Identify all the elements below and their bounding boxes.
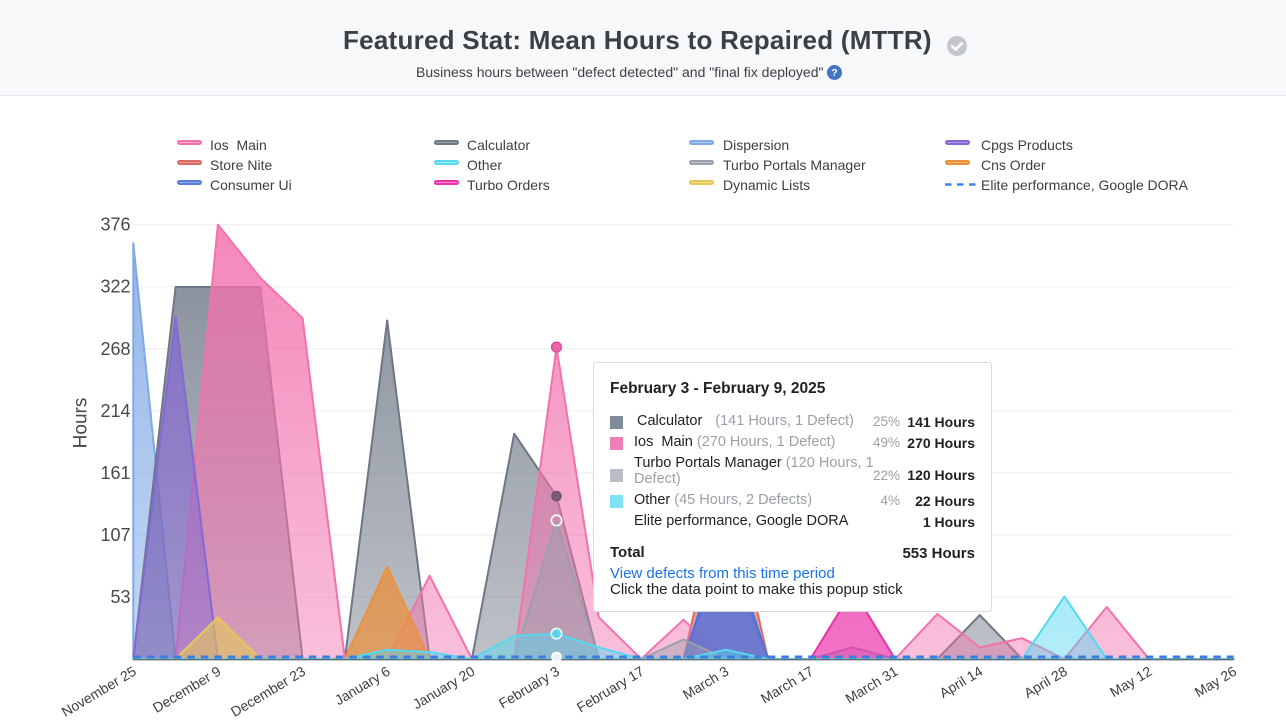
svg-text:January 6: January 6 bbox=[332, 663, 393, 708]
svg-text:322: 322 bbox=[100, 277, 130, 297]
svg-text:February 3: February 3 bbox=[496, 663, 562, 712]
svg-text:March 31: March 31 bbox=[842, 663, 900, 707]
svg-text:53: 53 bbox=[110, 587, 130, 607]
svg-text:Hours: Hours bbox=[71, 398, 92, 449]
svg-text:March 3: March 3 bbox=[680, 663, 732, 703]
svg-text:December 23: December 23 bbox=[228, 663, 308, 720]
svg-text:376: 376 bbox=[100, 215, 130, 235]
svg-text:214: 214 bbox=[100, 401, 130, 421]
svg-text:January 20: January 20 bbox=[410, 663, 478, 713]
svg-text:268: 268 bbox=[100, 339, 130, 359]
svg-text:?: ? bbox=[832, 67, 838, 79]
svg-text:November 25: November 25 bbox=[59, 663, 139, 720]
svg-text:February 17: February 17 bbox=[574, 663, 647, 716]
svg-text:107: 107 bbox=[100, 525, 130, 545]
svg-text:161: 161 bbox=[100, 463, 130, 483]
svg-text:March 17: March 17 bbox=[758, 663, 816, 707]
svg-text:May 12: May 12 bbox=[1107, 663, 1155, 700]
svg-text:April 28: April 28 bbox=[1021, 663, 1070, 701]
svg-text:December 9: December 9 bbox=[150, 663, 224, 716]
svg-text:April 14: April 14 bbox=[936, 663, 985, 701]
svg-text:May 26: May 26 bbox=[1192, 663, 1240, 700]
